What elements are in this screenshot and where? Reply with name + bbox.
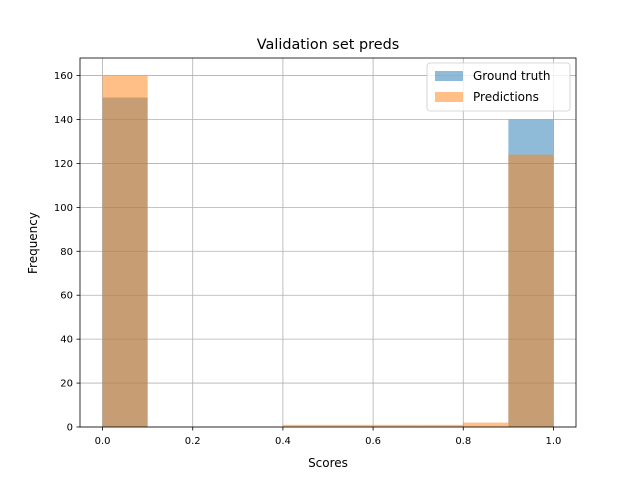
bar-series-2 (418, 424, 464, 427)
y-tick-label: 100 (54, 203, 73, 214)
x-tick-label: 0.0 (95, 436, 111, 447)
y-tick-label: 0 (67, 423, 73, 434)
x-tick-label: 1.0 (546, 436, 562, 447)
legend-label: Ground truth (473, 69, 551, 83)
y-tick-label: 20 (60, 379, 73, 390)
y-tick-label: 160 (54, 71, 73, 82)
bar-series-2 (328, 424, 374, 427)
bar-series-2 (373, 424, 419, 427)
bar-series-2 (463, 422, 509, 427)
x-tick-label: 0.8 (455, 436, 471, 447)
x-axis-label: Scores (308, 456, 348, 470)
bar-series-2 (508, 154, 554, 427)
plot-frame (79, 57, 577, 428)
x-tick-label: 0.4 (275, 436, 291, 447)
y-axis-label: Frequency (26, 212, 40, 274)
chart-title: Validation set preds (257, 37, 399, 53)
bar-series-2 (282, 424, 328, 427)
legend: Ground truth Predictions (426, 62, 571, 112)
x-tick-label: 0.6 (365, 436, 381, 447)
legend-label: Predictions (473, 90, 539, 104)
y-tick-label: 40 (60, 335, 73, 346)
histogram-bars (102, 75, 554, 428)
y-tick-label: 80 (60, 247, 73, 258)
y-tick-label: 60 (60, 291, 73, 302)
y-tick-label: 120 (54, 159, 73, 170)
axes: 0.0 0.2 0.4 0.6 0.8 1.0 0 20 40 60 80 100 120 140 160 (54, 57, 577, 447)
grid-lines (80, 58, 576, 428)
y-tick-label: 140 (54, 115, 73, 126)
legend-swatch (435, 92, 463, 102)
bar-series-2 (102, 75, 148, 428)
x-tick-label: 0.2 (185, 436, 201, 447)
legend-swatch (435, 71, 463, 81)
